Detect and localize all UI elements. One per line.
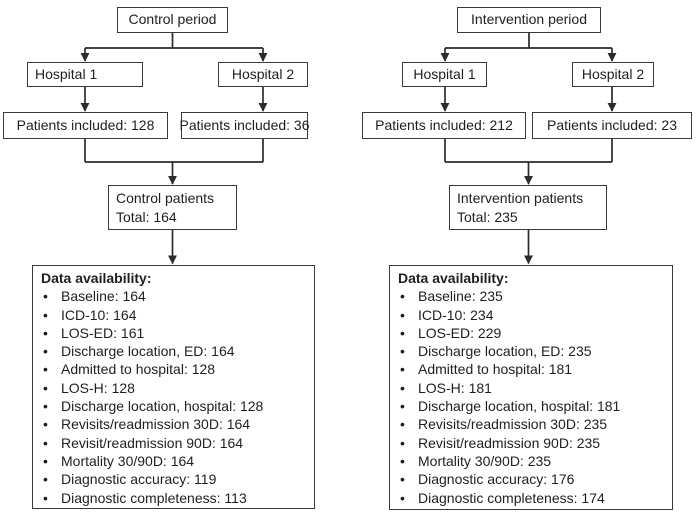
intervention-patients-2-box: Patients included: 23 — [532, 112, 692, 139]
intervention-period-box: Intervention period — [457, 7, 601, 33]
data-item: Revisits/readmission 30D: 235 — [398, 415, 664, 434]
data-item: Baseline: 235 — [398, 287, 664, 306]
data-item: Baseline: 164 — [41, 287, 306, 306]
data-item: Diagnostic accuracy: 119 — [41, 470, 306, 489]
data-item: Diagnostic completeness: 174 — [398, 489, 664, 508]
data-item: Revisit/readmission 90D: 164 — [41, 434, 306, 453]
control-hospital-2-label: Hospital 2 — [231, 65, 295, 82]
data-item: Discharge location, ED: 235 — [398, 342, 664, 361]
control-patients-1-label: Patients included: 128 — [16, 116, 155, 133]
control-period-box: Control period — [117, 7, 228, 33]
data-item: Discharge location, hospital: 128 — [41, 397, 306, 416]
intervention-data-availability-box: Data availability: Baseline: 235 ICD-10:… — [389, 265, 673, 510]
control-data-availability-list: Baseline: 164 ICD-10: 164 LOS-ED: 161 Di… — [41, 287, 306, 507]
intervention-data-availability-list: Baseline: 235 ICD-10: 234 LOS-ED: 229 Di… — [398, 287, 664, 507]
intervention-patients-1-label: Patients included: 212 — [375, 116, 513, 133]
intervention-patients-2-label: Patients included: 23 — [547, 116, 677, 133]
data-item: Revisit/readmission 90D: 235 — [398, 434, 664, 453]
intervention-hospital-1-box: Hospital 1 — [402, 62, 487, 87]
intervention-hospital-1-label: Hospital 1 — [413, 65, 476, 82]
data-item: Admitted to hospital: 128 — [41, 360, 306, 379]
data-item: Admitted to hospital: 181 — [398, 360, 664, 379]
intervention-hospital-2-box: Hospital 2 — [572, 62, 654, 87]
data-item: LOS-ED: 229 — [398, 324, 664, 343]
control-hospital-2-box: Hospital 2 — [218, 62, 308, 87]
control-patients-2-box: Patients included: 36 — [179, 112, 310, 139]
control-hospital-1-box: Hospital 1 — [27, 62, 143, 87]
control-total-line2: Total: 164 — [116, 208, 177, 225]
control-patients-2-label: Patients included: 36 — [179, 116, 310, 133]
control-hospital-1-label: Hospital 1 — [35, 65, 98, 82]
data-item: ICD-10: 234 — [398, 306, 664, 325]
data-item: LOS-H: 181 — [398, 379, 664, 398]
intervention-hospital-2-label: Hospital 2 — [581, 65, 645, 82]
data-item: LOS-ED: 161 — [41, 324, 306, 343]
data-item: Diagnostic completeness: 113 — [41, 489, 306, 508]
control-period-label: Control period — [128, 11, 217, 28]
intervention-period-label: Intervention period — [471, 11, 587, 28]
intervention-total-box: Intervention patients Total: 235 — [449, 185, 607, 230]
intervention-data-availability-title: Data availability: — [398, 270, 509, 286]
control-data-availability-title: Data availability: — [41, 270, 152, 286]
data-item: Revisits/readmission 30D: 164 — [41, 415, 306, 434]
control-patients-1-box: Patients included: 128 — [3, 112, 168, 139]
control-total-box: Control patients Total: 164 — [108, 185, 237, 230]
intervention-patients-1-box: Patients included: 212 — [362, 112, 526, 139]
control-data-availability-box: Data availability: Baseline: 164 ICD-10:… — [32, 265, 315, 509]
data-item: Mortality 30/90D: 164 — [41, 452, 306, 471]
intervention-total-line2: Total: 235 — [457, 208, 518, 225]
data-item: Diagnostic accuracy: 176 — [398, 470, 664, 489]
control-total-line1: Control patients — [116, 189, 215, 206]
data-item: LOS-H: 128 — [41, 379, 306, 398]
data-item: Mortality 30/90D: 235 — [398, 452, 664, 471]
data-item: Discharge location, hospital: 181 — [398, 397, 664, 416]
data-item: ICD-10: 164 — [41, 306, 306, 325]
data-item: Discharge location, ED: 164 — [41, 342, 306, 361]
intervention-total-line1: Intervention patients — [457, 189, 584, 206]
